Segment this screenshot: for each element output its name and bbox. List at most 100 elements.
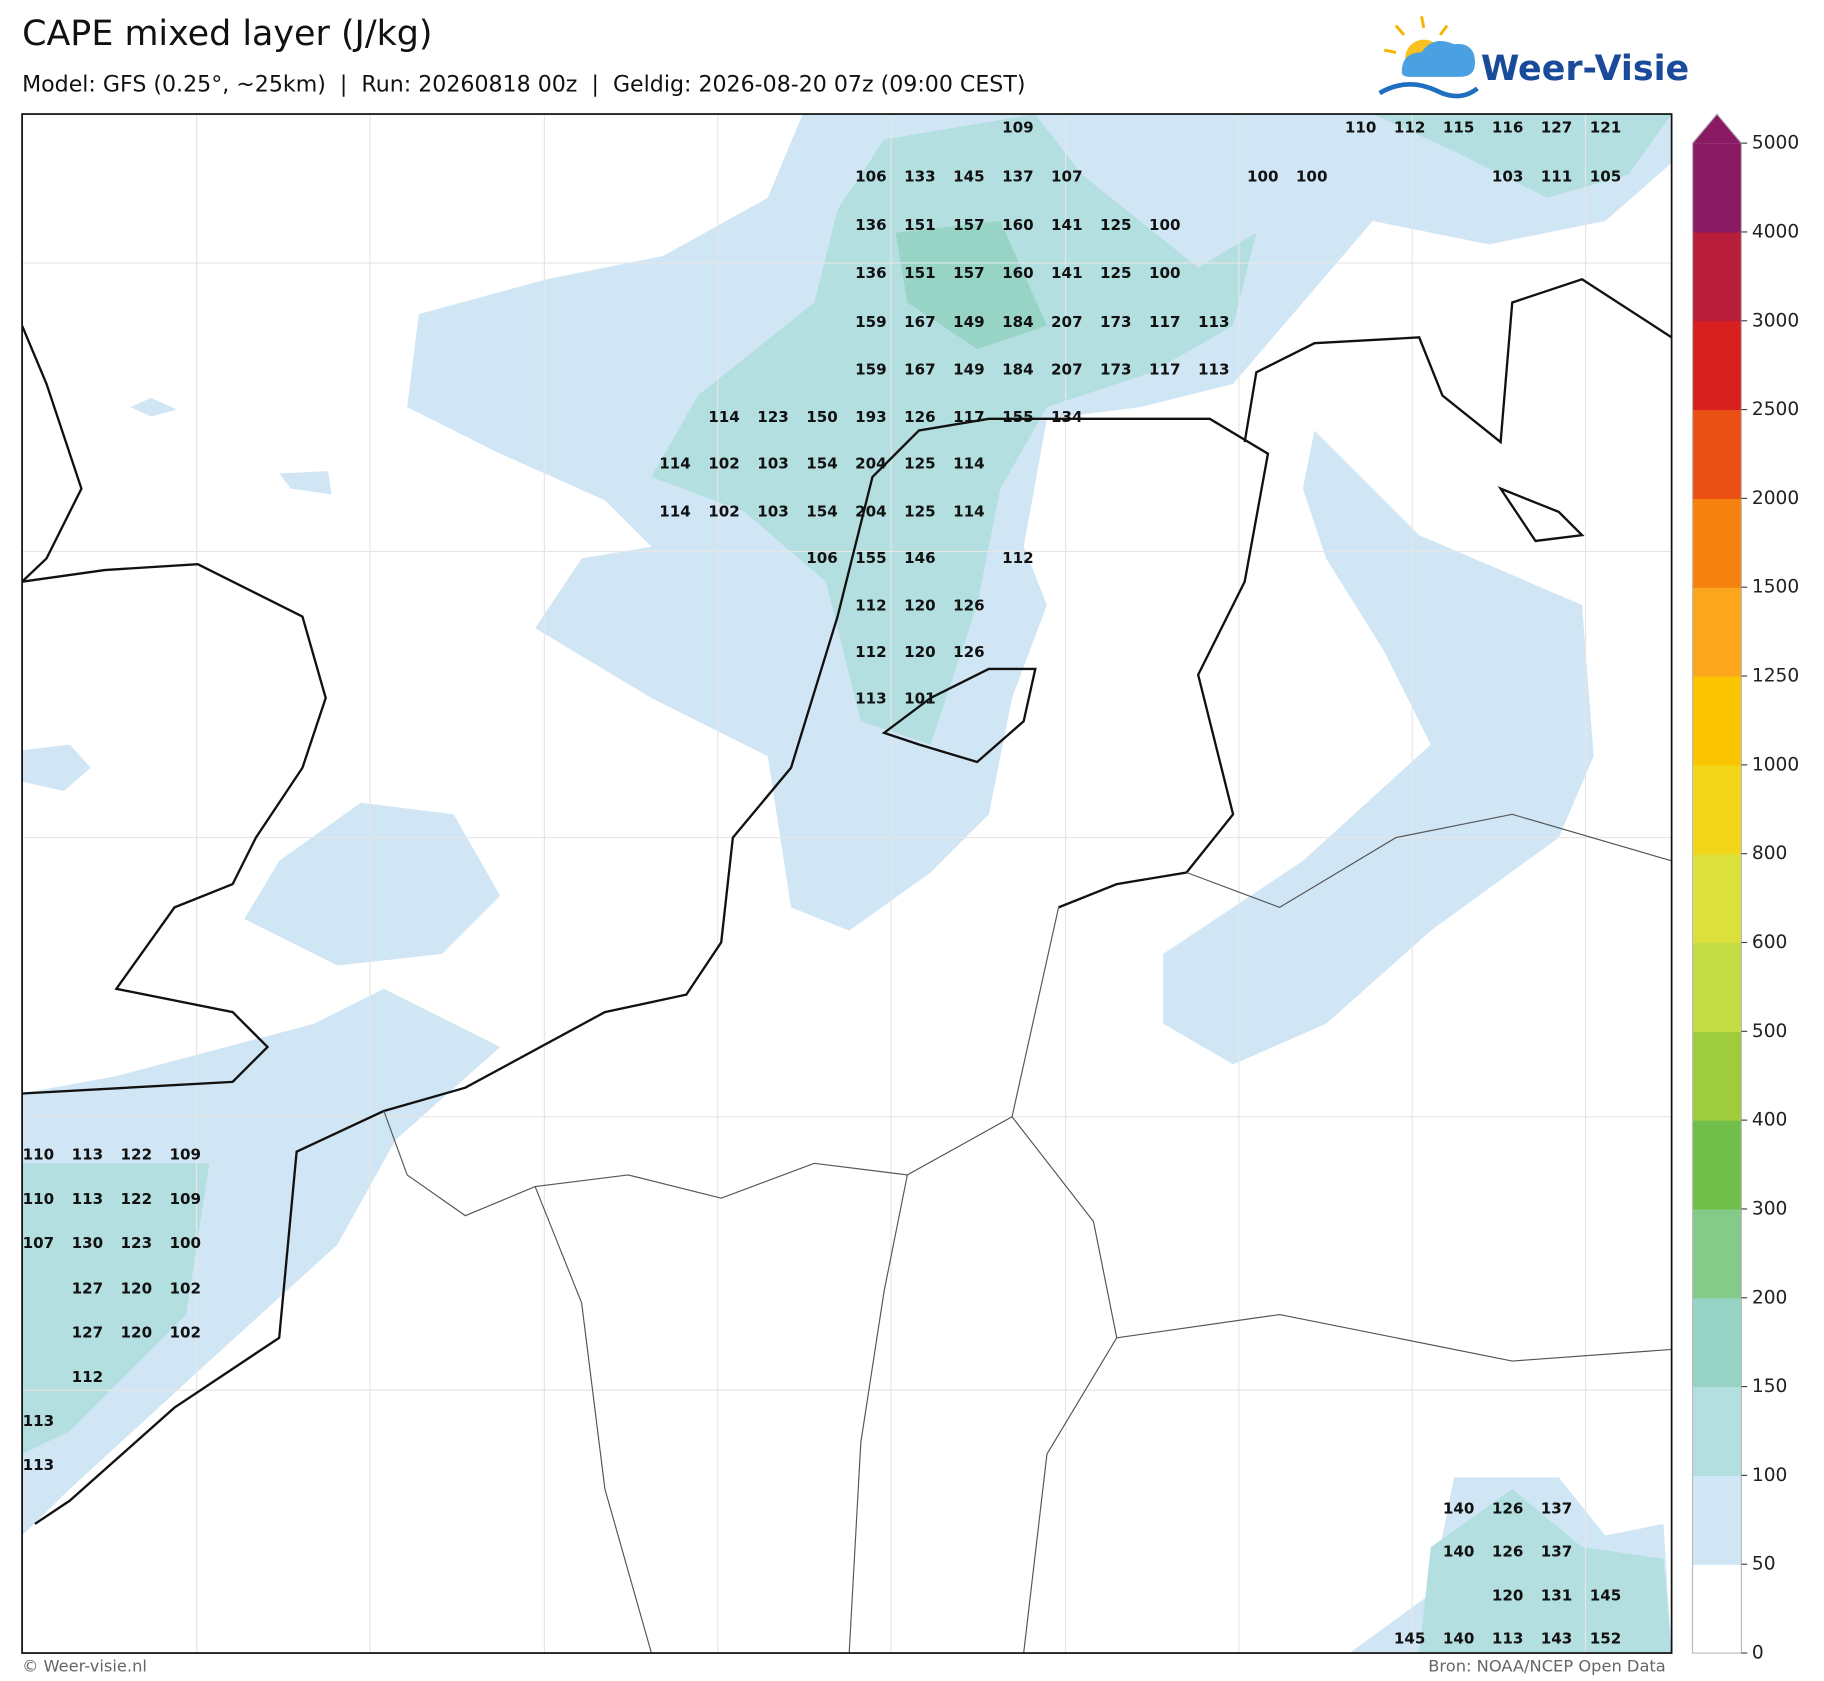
logo-cloud <box>1401 41 1476 77</box>
map-frame <box>21 113 1673 1654</box>
value-label: 122 <box>121 1146 153 1164</box>
value-label: 204 <box>855 502 887 520</box>
footer-credit: © Weer-visie.nl <box>22 1657 147 1676</box>
value-label: 155 <box>855 549 887 567</box>
subtitle: Model: GFS (0.25°, ~25km) | Run: 2026081… <box>22 71 1025 97</box>
value-label: 120 <box>1492 1587 1524 1605</box>
colorbar-segment <box>1692 231 1742 322</box>
logo-text: Weer-Visie <box>1481 49 1689 89</box>
colorbar-segment <box>1692 143 1742 233</box>
value-label: 112 <box>1002 549 1034 567</box>
value-label: 151 <box>904 264 936 282</box>
colorbar-segment <box>1692 498 1742 588</box>
value-label: 140 <box>1443 1499 1475 1517</box>
value-label: 120 <box>121 1324 153 1342</box>
value-label: 102 <box>170 1279 202 1297</box>
value-label: 112 <box>855 597 887 615</box>
value-label: 193 <box>855 408 887 426</box>
value-label: 149 <box>953 360 985 378</box>
value-label: 167 <box>904 313 936 331</box>
value-label: 102 <box>708 455 740 473</box>
colorbar: 0 50 100 150 200 300 400 500 600 800 1000 1250 1500 2… <box>1691 113 1799 1664</box>
value-label: 109 <box>170 1146 202 1164</box>
colorbar-segment <box>1692 1475 1742 1565</box>
borders <box>383 813 1672 1654</box>
value-label: 126 <box>1492 1542 1524 1560</box>
colorbar-label: 2500 <box>1752 399 1799 420</box>
value-label: 136 <box>855 264 887 282</box>
value-label: 113 <box>1198 313 1230 331</box>
value-label: 102 <box>170 1324 202 1342</box>
colorbar-label: 0 <box>1752 1643 1764 1664</box>
logo-wave <box>1378 82 1479 99</box>
shade-50 <box>22 114 1672 1654</box>
value-label: 150 <box>806 408 838 426</box>
colorbar-label: 50 <box>1752 1554 1776 1575</box>
colorbar-label: 600 <box>1752 932 1788 953</box>
value-label: 121 <box>1590 119 1622 137</box>
value-label: 112 <box>72 1368 104 1386</box>
value-label: 143 <box>1541 1630 1573 1648</box>
value-label: 114 <box>659 502 691 520</box>
value-label: 167 <box>904 360 936 378</box>
map: 109 110 112 115 116 127 121 106 133 145 137 107 100 1… <box>21 113 1673 1654</box>
value-label: 136 <box>855 216 887 234</box>
value-label: 112 <box>1394 119 1426 137</box>
value-label: 134 <box>1051 408 1083 426</box>
colorbar-segment <box>1692 942 1742 1032</box>
value-label: 141 <box>1051 216 1083 234</box>
colorbar-extension <box>1692 114 1742 144</box>
shade-100 <box>22 114 1672 1654</box>
value-label: 154 <box>806 455 838 473</box>
colorbar-label: 300 <box>1752 1198 1788 1219</box>
colorbar-segment <box>1692 1564 1742 1654</box>
value-label: 111 <box>1541 167 1573 185</box>
value-label: 110 <box>1345 119 1377 137</box>
value-label: 103 <box>1492 167 1524 185</box>
value-label: 114 <box>953 502 985 520</box>
value-labels: 109 110 112 115 116 127 121 106 133 145 137 107 100 1… <box>23 119 1622 1648</box>
colorbar-label: 500 <box>1752 1021 1788 1042</box>
value-label: 146 <box>904 549 936 567</box>
value-label: 140 <box>1443 1542 1475 1560</box>
colorbar-label: 400 <box>1752 1110 1788 1131</box>
colorbar-label: 3000 <box>1752 310 1799 331</box>
colorbar-label: 100 <box>1752 1465 1788 1486</box>
value-label: 125 <box>904 455 936 473</box>
value-label: 137 <box>1002 167 1034 185</box>
value-label: 115 <box>1443 119 1475 137</box>
value-label: 103 <box>757 502 789 520</box>
value-label: 173 <box>1100 360 1132 378</box>
value-label: 117 <box>1149 360 1181 378</box>
colorbar-label: 150 <box>1752 1376 1788 1397</box>
value-label: 155 <box>1002 408 1034 426</box>
value-label: 113 <box>23 1456 55 1474</box>
value-label: 106 <box>855 167 887 185</box>
value-label: 100 <box>170 1234 202 1252</box>
graticule <box>22 114 1672 1654</box>
value-label: 116 <box>1492 119 1524 137</box>
colorbar-segment <box>1692 320 1742 411</box>
value-label: 126 <box>1492 1499 1524 1517</box>
value-label: 125 <box>1100 216 1132 234</box>
shade-150 <box>895 221 1047 350</box>
value-label: 159 <box>855 313 887 331</box>
value-label: 160 <box>1002 264 1034 282</box>
value-label: 131 <box>1541 1587 1573 1605</box>
footer-source: Bron: NOAA/NCEP Open Data <box>1428 1657 1666 1676</box>
colorbar-segment <box>1692 587 1742 677</box>
colorbar-outline <box>1691 113 1742 1654</box>
value-label: 102 <box>708 502 740 520</box>
value-label: 207 <box>1051 313 1083 331</box>
value-label: 120 <box>904 643 936 661</box>
value-label: 120 <box>121 1279 153 1297</box>
value-label: 103 <box>757 455 789 473</box>
value-label: 113 <box>72 1190 104 1208</box>
value-label: 109 <box>170 1190 202 1208</box>
value-label: 137 <box>1541 1499 1573 1517</box>
title: CAPE mixed layer (J/kg) <box>22 14 432 54</box>
value-label: 125 <box>904 502 936 520</box>
value-label: 130 <box>72 1234 104 1252</box>
